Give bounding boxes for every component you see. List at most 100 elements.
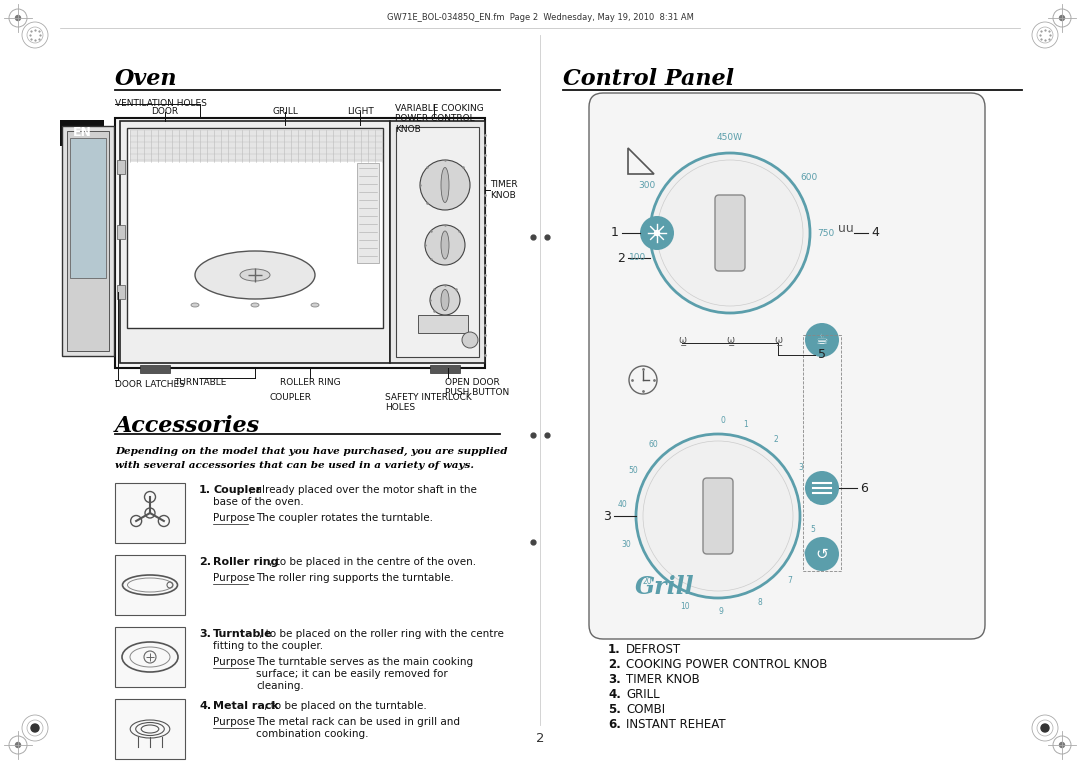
- Text: 4.: 4.: [608, 688, 621, 701]
- Bar: [117, 160, 125, 174]
- Text: The metal rack can be used in grill and: The metal rack can be used in grill and: [256, 717, 460, 727]
- Text: DOOR LATCHES: DOOR LATCHES: [114, 380, 185, 389]
- Circle shape: [805, 537, 839, 571]
- Text: 2: 2: [536, 732, 544, 745]
- Text: Accessories: Accessories: [114, 415, 260, 437]
- Bar: [120, 121, 390, 363]
- Text: ω̲: ω̲: [774, 335, 782, 345]
- Bar: [114, 627, 185, 687]
- Text: 5: 5: [811, 525, 815, 534]
- Ellipse shape: [311, 303, 319, 307]
- Bar: [114, 699, 185, 759]
- Text: with several accessories that can be used in a variety of ways.: with several accessories that can be use…: [114, 461, 474, 470]
- Text: 100: 100: [629, 253, 646, 262]
- Text: 750: 750: [818, 228, 835, 237]
- Ellipse shape: [191, 303, 199, 307]
- Text: 1.: 1.: [608, 643, 621, 656]
- Circle shape: [15, 742, 21, 748]
- Circle shape: [1041, 724, 1049, 732]
- Text: 2: 2: [773, 435, 779, 444]
- Text: combination cooking.: combination cooking.: [256, 729, 368, 739]
- Text: COMBI: COMBI: [626, 703, 665, 716]
- Circle shape: [643, 441, 793, 591]
- Text: VARIABLE COOKING
POWER CONTROL
KNOB: VARIABLE COOKING POWER CONTROL KNOB: [395, 104, 484, 134]
- Ellipse shape: [251, 303, 259, 307]
- Text: GRILL: GRILL: [272, 108, 298, 117]
- Text: 6: 6: [860, 481, 868, 494]
- Bar: [127, 128, 383, 328]
- Text: ☕: ☕: [815, 333, 828, 347]
- Text: 5.: 5.: [608, 703, 621, 716]
- Text: ω̲: ω̲: [678, 335, 686, 345]
- Text: 300: 300: [638, 181, 656, 189]
- Text: , already placed over the motor shaft in the: , already placed over the motor shaft in…: [248, 485, 476, 495]
- Bar: [62, 126, 114, 356]
- Ellipse shape: [240, 269, 270, 281]
- Text: 30: 30: [621, 539, 631, 549]
- FancyBboxPatch shape: [715, 195, 745, 271]
- Text: , to be placed on the roller ring with the centre: , to be placed on the roller ring with t…: [259, 629, 503, 639]
- Circle shape: [629, 366, 657, 394]
- Text: 1.: 1.: [199, 485, 211, 495]
- Bar: [357, 163, 379, 263]
- Circle shape: [636, 434, 800, 598]
- Text: base of the oven.: base of the oven.: [213, 497, 303, 507]
- Text: Roller ring: Roller ring: [213, 557, 279, 567]
- Bar: [140, 365, 170, 373]
- Text: TURNTABLE: TURNTABLE: [174, 378, 226, 387]
- Circle shape: [640, 216, 674, 250]
- Bar: [396, 127, 480, 357]
- Text: COOKING POWER CONTROL KNOB: COOKING POWER CONTROL KNOB: [626, 658, 827, 671]
- Bar: [60, 120, 104, 146]
- Bar: [804, 335, 841, 571]
- Bar: [117, 285, 125, 299]
- Text: ↺: ↺: [815, 546, 828, 562]
- Circle shape: [426, 225, 465, 265]
- Text: 450W: 450W: [717, 133, 743, 141]
- Text: The roller ring supports the turntable.: The roller ring supports the turntable.: [256, 573, 454, 583]
- Text: 4: 4: [810, 495, 815, 504]
- FancyBboxPatch shape: [589, 93, 985, 639]
- Circle shape: [462, 332, 478, 348]
- Bar: [114, 483, 185, 543]
- Bar: [114, 555, 185, 615]
- Text: 60: 60: [649, 440, 659, 449]
- Text: uu: uu: [838, 223, 854, 236]
- Text: 4.: 4.: [199, 701, 211, 711]
- Text: Grill: Grill: [635, 575, 694, 599]
- Bar: [114, 118, 485, 368]
- Text: ROLLER RING: ROLLER RING: [280, 378, 340, 387]
- Text: 1: 1: [744, 420, 748, 429]
- Text: 2.: 2.: [199, 557, 211, 567]
- Circle shape: [657, 160, 804, 306]
- Text: TIMER
KNOB: TIMER KNOB: [490, 180, 517, 200]
- Bar: [130, 130, 383, 162]
- Text: LIGHT: LIGHT: [347, 108, 374, 117]
- Text: VENTILATION HOLES: VENTILATION HOLES: [114, 99, 207, 108]
- Text: The turntable serves as the main cooking: The turntable serves as the main cooking: [256, 657, 473, 667]
- Text: 4: 4: [870, 227, 879, 240]
- Circle shape: [650, 153, 810, 313]
- Bar: [390, 121, 485, 363]
- Text: fitting to the coupler.: fitting to the coupler.: [213, 641, 323, 651]
- Ellipse shape: [441, 168, 449, 202]
- Bar: [117, 225, 125, 239]
- Text: GRILL: GRILL: [626, 688, 660, 701]
- Ellipse shape: [441, 289, 449, 311]
- Text: 9: 9: [719, 607, 724, 617]
- Text: SAFETY INTERLOCK
HOLES: SAFETY INTERLOCK HOLES: [384, 393, 472, 412]
- Text: Control Panel: Control Panel: [563, 68, 734, 90]
- Circle shape: [1059, 15, 1065, 21]
- Text: ω̲: ω̲: [726, 335, 734, 345]
- Circle shape: [1059, 742, 1065, 748]
- Text: 20: 20: [643, 577, 652, 586]
- Text: Depending on the model that you have purchased, you are supplied: Depending on the model that you have pur…: [114, 447, 508, 456]
- Text: 2.: 2.: [608, 658, 621, 671]
- FancyBboxPatch shape: [703, 478, 733, 554]
- Text: 6.: 6.: [608, 718, 621, 731]
- Circle shape: [805, 323, 839, 357]
- Text: 7: 7: [787, 576, 792, 584]
- Text: OPEN DOOR
PUSH BUTTON: OPEN DOOR PUSH BUTTON: [445, 378, 510, 398]
- Text: surface; it can be easily removed for: surface; it can be easily removed for: [256, 669, 448, 679]
- Circle shape: [430, 285, 460, 315]
